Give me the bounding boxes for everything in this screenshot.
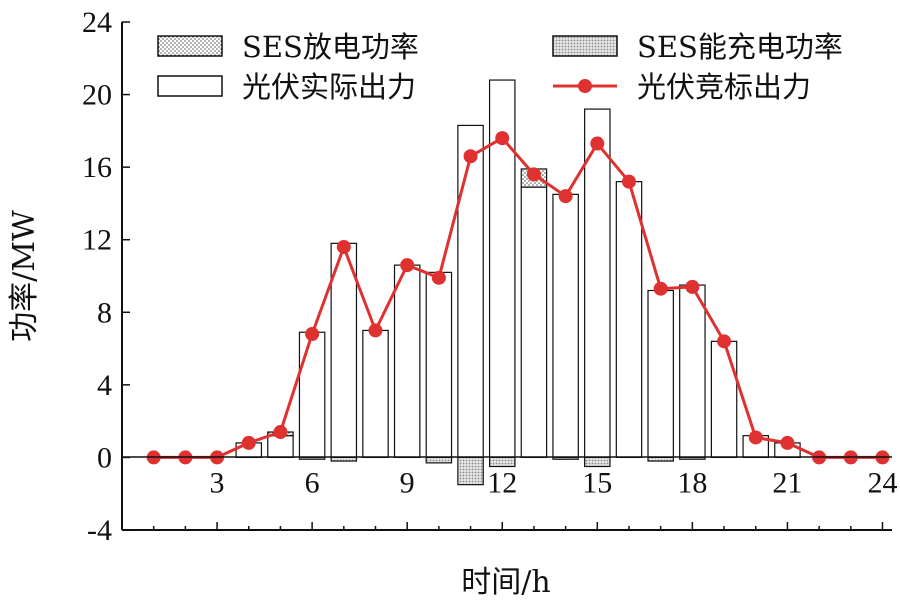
bar-pv-actual (520, 186, 548, 459)
bar-ses-charge (330, 456, 358, 462)
legend-label-charge: SES能充电功率 (637, 30, 843, 64)
point-pv-bid (653, 281, 668, 296)
legend-swatch-pv-bid-marker (578, 79, 592, 93)
x-tick-label: 18 (677, 466, 707, 499)
point-pv-bid (780, 435, 795, 450)
point-pv-bid (241, 435, 256, 450)
point-pv-bid (685, 279, 700, 294)
point-pv-bid (621, 174, 636, 189)
y-tick-label: 20 (82, 79, 112, 112)
point-pv-bid (305, 327, 320, 342)
y-tick-label: 0 (97, 441, 112, 474)
bar-pv-actual (298, 331, 326, 459)
legend-swatch-pv-actual (157, 75, 223, 97)
bar-pv-actual (552, 193, 579, 459)
bar-pv-actual (584, 108, 611, 459)
point-pv-bid (748, 430, 763, 445)
x-tick-label: 24 (867, 466, 897, 499)
y-tick-label: 24 (82, 6, 112, 39)
line-layer (146, 131, 890, 465)
bar-ses-charge (488, 456, 516, 468)
x-tick-label: 3 (210, 466, 225, 499)
x-tick-label: 21 (772, 466, 802, 499)
bar-ses-charge (584, 456, 611, 468)
y-tick-label: 12 (82, 224, 112, 257)
bar-pv-actual (615, 181, 643, 459)
legend-label-pv-bid: 光伏竞标出力 (637, 70, 811, 104)
point-pv-bid (717, 334, 732, 349)
point-pv-bid (368, 323, 383, 338)
point-pv-bid (590, 136, 605, 151)
y-axis-title: 功率/MW (7, 210, 42, 342)
x-tick-label: 12 (487, 466, 517, 499)
bar-pv-actual (647, 289, 674, 459)
series-line-pv-bid (153, 136, 883, 459)
y-tick-label: 8 (97, 296, 112, 329)
legend-label-pv-actual: 光伏实际出力 (242, 70, 416, 104)
x-axis-title: 时间/h (461, 565, 550, 600)
legend-swatch-discharge (157, 35, 223, 57)
point-pv-bid (558, 189, 573, 204)
bar-pv-actual (362, 329, 389, 459)
y-tick-label: 4 (97, 369, 112, 402)
point-pv-bid (526, 167, 541, 182)
bar-ses-charge (457, 456, 484, 486)
bars-layer (235, 79, 801, 486)
ticks-layer: -4 0 4 8 12 16 20 24 3 6 9 12 15 18 21 24 (82, 6, 897, 547)
bar-ses-charge (647, 456, 674, 462)
bar-pv-actual (393, 264, 421, 459)
point-pv-bid (463, 149, 478, 164)
x-tick-label: 9 (400, 466, 415, 499)
legend-swatch-charge (552, 35, 618, 57)
legend: SES放电功率 SES能充电功率 光伏实际出力 光伏竞标出力 (157, 30, 843, 104)
x-tick-label: 15 (582, 466, 612, 499)
point-pv-bid (431, 270, 446, 285)
bar-pv-actual (457, 124, 484, 459)
bar-pv-actual (679, 284, 706, 459)
point-pv-bid (336, 239, 351, 254)
x-tick-label: 6 (305, 466, 320, 499)
legend-label-discharge: SES放电功率 (242, 30, 419, 64)
point-pv-bid (273, 425, 288, 440)
y-tick-label: -4 (87, 514, 112, 547)
bar-pv-actual (710, 340, 738, 459)
point-pv-bid (400, 258, 415, 273)
bar-ses-charge (425, 456, 453, 464)
point-pv-bid (495, 131, 510, 146)
y-tick-label: 16 (82, 151, 112, 184)
bar-pv-actual (425, 271, 453, 459)
